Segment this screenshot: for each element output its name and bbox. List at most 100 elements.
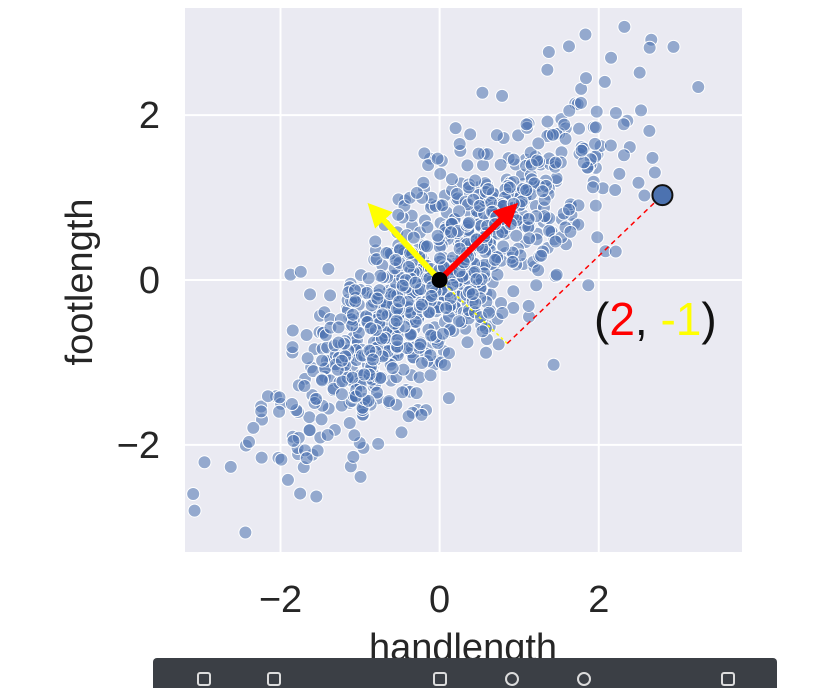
data-point xyxy=(347,428,362,443)
data-point xyxy=(634,103,649,118)
data-point xyxy=(299,328,314,343)
data-point xyxy=(445,277,460,292)
data-point xyxy=(579,71,594,86)
data-point xyxy=(309,489,324,504)
coord-second-value: -1 xyxy=(660,293,701,345)
data-point xyxy=(420,220,435,235)
data-point xyxy=(421,158,436,173)
data-point xyxy=(608,105,623,120)
data-point xyxy=(521,211,536,226)
data-point xyxy=(460,158,475,173)
data-point xyxy=(395,278,410,293)
data-point xyxy=(363,321,378,336)
data-point xyxy=(254,404,269,419)
data-point xyxy=(424,328,439,343)
data-point xyxy=(531,263,546,278)
settings-icon[interactable] xyxy=(433,672,447,686)
data-point xyxy=(272,404,287,419)
captions-icon[interactable] xyxy=(267,672,281,686)
data-point xyxy=(414,297,429,312)
data-point xyxy=(548,234,563,249)
data-point xyxy=(511,128,526,143)
data-point xyxy=(274,452,289,467)
data-point xyxy=(424,288,439,303)
data-point xyxy=(540,114,555,129)
video-toolbar[interactable] xyxy=(153,658,777,688)
data-point xyxy=(444,225,459,240)
data-point xyxy=(496,239,511,254)
data-point xyxy=(401,259,416,274)
data-point xyxy=(521,298,536,313)
coord-open-paren: ( xyxy=(594,293,610,345)
data-point xyxy=(309,391,324,406)
data-point xyxy=(451,204,466,219)
data-point xyxy=(460,335,475,350)
data-point xyxy=(562,103,577,118)
data-point xyxy=(300,351,315,366)
data-point xyxy=(310,443,325,458)
data-point xyxy=(285,340,300,355)
vector-overlay xyxy=(367,184,674,345)
more-icon[interactable] xyxy=(721,672,735,686)
first-component-arrow xyxy=(437,202,519,283)
data-point xyxy=(388,252,403,267)
data-point xyxy=(481,305,496,320)
data-point xyxy=(534,248,549,263)
data-point xyxy=(509,228,524,243)
data-point xyxy=(462,215,477,230)
data-point xyxy=(475,85,490,100)
data-point xyxy=(437,358,452,373)
x-tick-label: −2 xyxy=(259,579,302,621)
data-point xyxy=(541,44,556,59)
data-point xyxy=(331,335,346,350)
data-point xyxy=(546,357,561,372)
data-point xyxy=(604,50,619,65)
data-point xyxy=(463,127,478,142)
data-point xyxy=(280,472,295,487)
data-point xyxy=(293,264,308,279)
data-point xyxy=(531,136,546,151)
data-point xyxy=(608,183,623,198)
data-point xyxy=(549,267,564,282)
data-point xyxy=(238,525,253,540)
data-point xyxy=(545,127,560,142)
tick-labels: −2 0 2 −2 0 2 xyxy=(117,95,610,621)
data-point xyxy=(608,244,623,259)
data-point xyxy=(365,352,380,367)
data-point xyxy=(557,117,572,132)
data-point xyxy=(666,39,681,54)
data-point xyxy=(488,252,503,267)
data-point xyxy=(616,148,631,163)
data-point xyxy=(331,320,346,335)
data-point xyxy=(647,165,662,180)
data-point xyxy=(506,284,521,299)
fullscreen-icon[interactable] xyxy=(577,672,591,686)
data-point xyxy=(452,137,467,152)
data-point xyxy=(254,450,269,465)
data-point xyxy=(616,117,631,132)
data-point xyxy=(321,261,336,276)
volume-icon[interactable] xyxy=(505,672,519,686)
highlighted-point xyxy=(651,184,674,207)
play-icon[interactable] xyxy=(197,672,211,686)
data-point xyxy=(491,337,506,352)
data-point xyxy=(581,278,596,293)
data-point xyxy=(297,378,312,393)
data-point xyxy=(345,370,360,385)
y-tick-label: −2 xyxy=(117,425,160,467)
data-point xyxy=(272,390,287,405)
data-point xyxy=(589,104,604,119)
data-point xyxy=(578,27,593,42)
data-point xyxy=(408,275,423,290)
data-point xyxy=(223,459,238,474)
data-point xyxy=(342,416,357,431)
data-point xyxy=(563,224,578,239)
data-point xyxy=(645,150,660,165)
data-point xyxy=(612,166,627,181)
data-point xyxy=(588,120,603,135)
data-point xyxy=(548,155,563,170)
data-point xyxy=(597,74,612,89)
coord-first-value: 2 xyxy=(609,293,635,345)
data-point xyxy=(401,409,416,424)
